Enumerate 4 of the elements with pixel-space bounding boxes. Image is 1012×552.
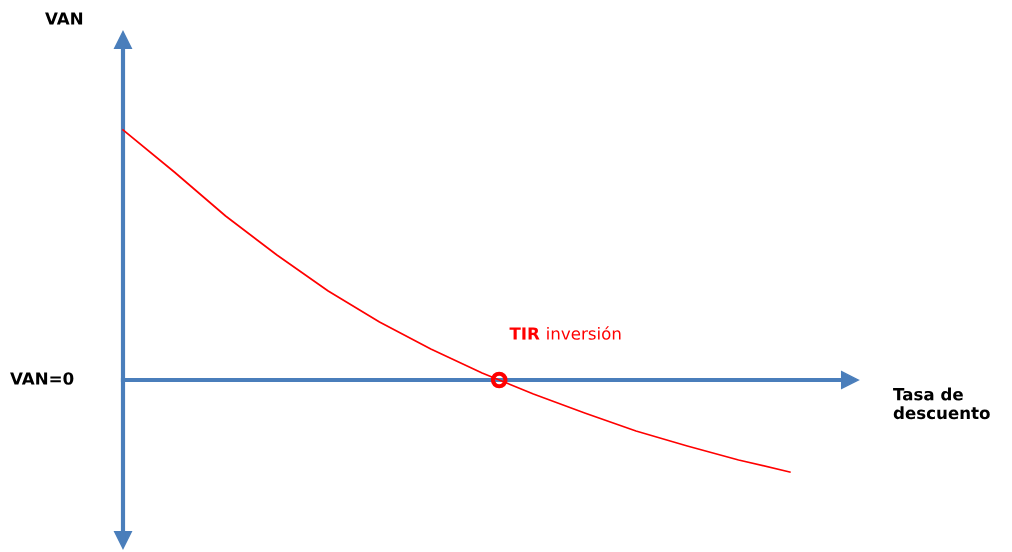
x-axis-title: Tasa de descuento bbox=[893, 387, 990, 420]
text: VAN bbox=[45, 12, 83, 25]
annotation: TIR inversión bbox=[509, 326, 621, 340]
ref-line-label: VAN=0 bbox=[10, 372, 74, 385]
